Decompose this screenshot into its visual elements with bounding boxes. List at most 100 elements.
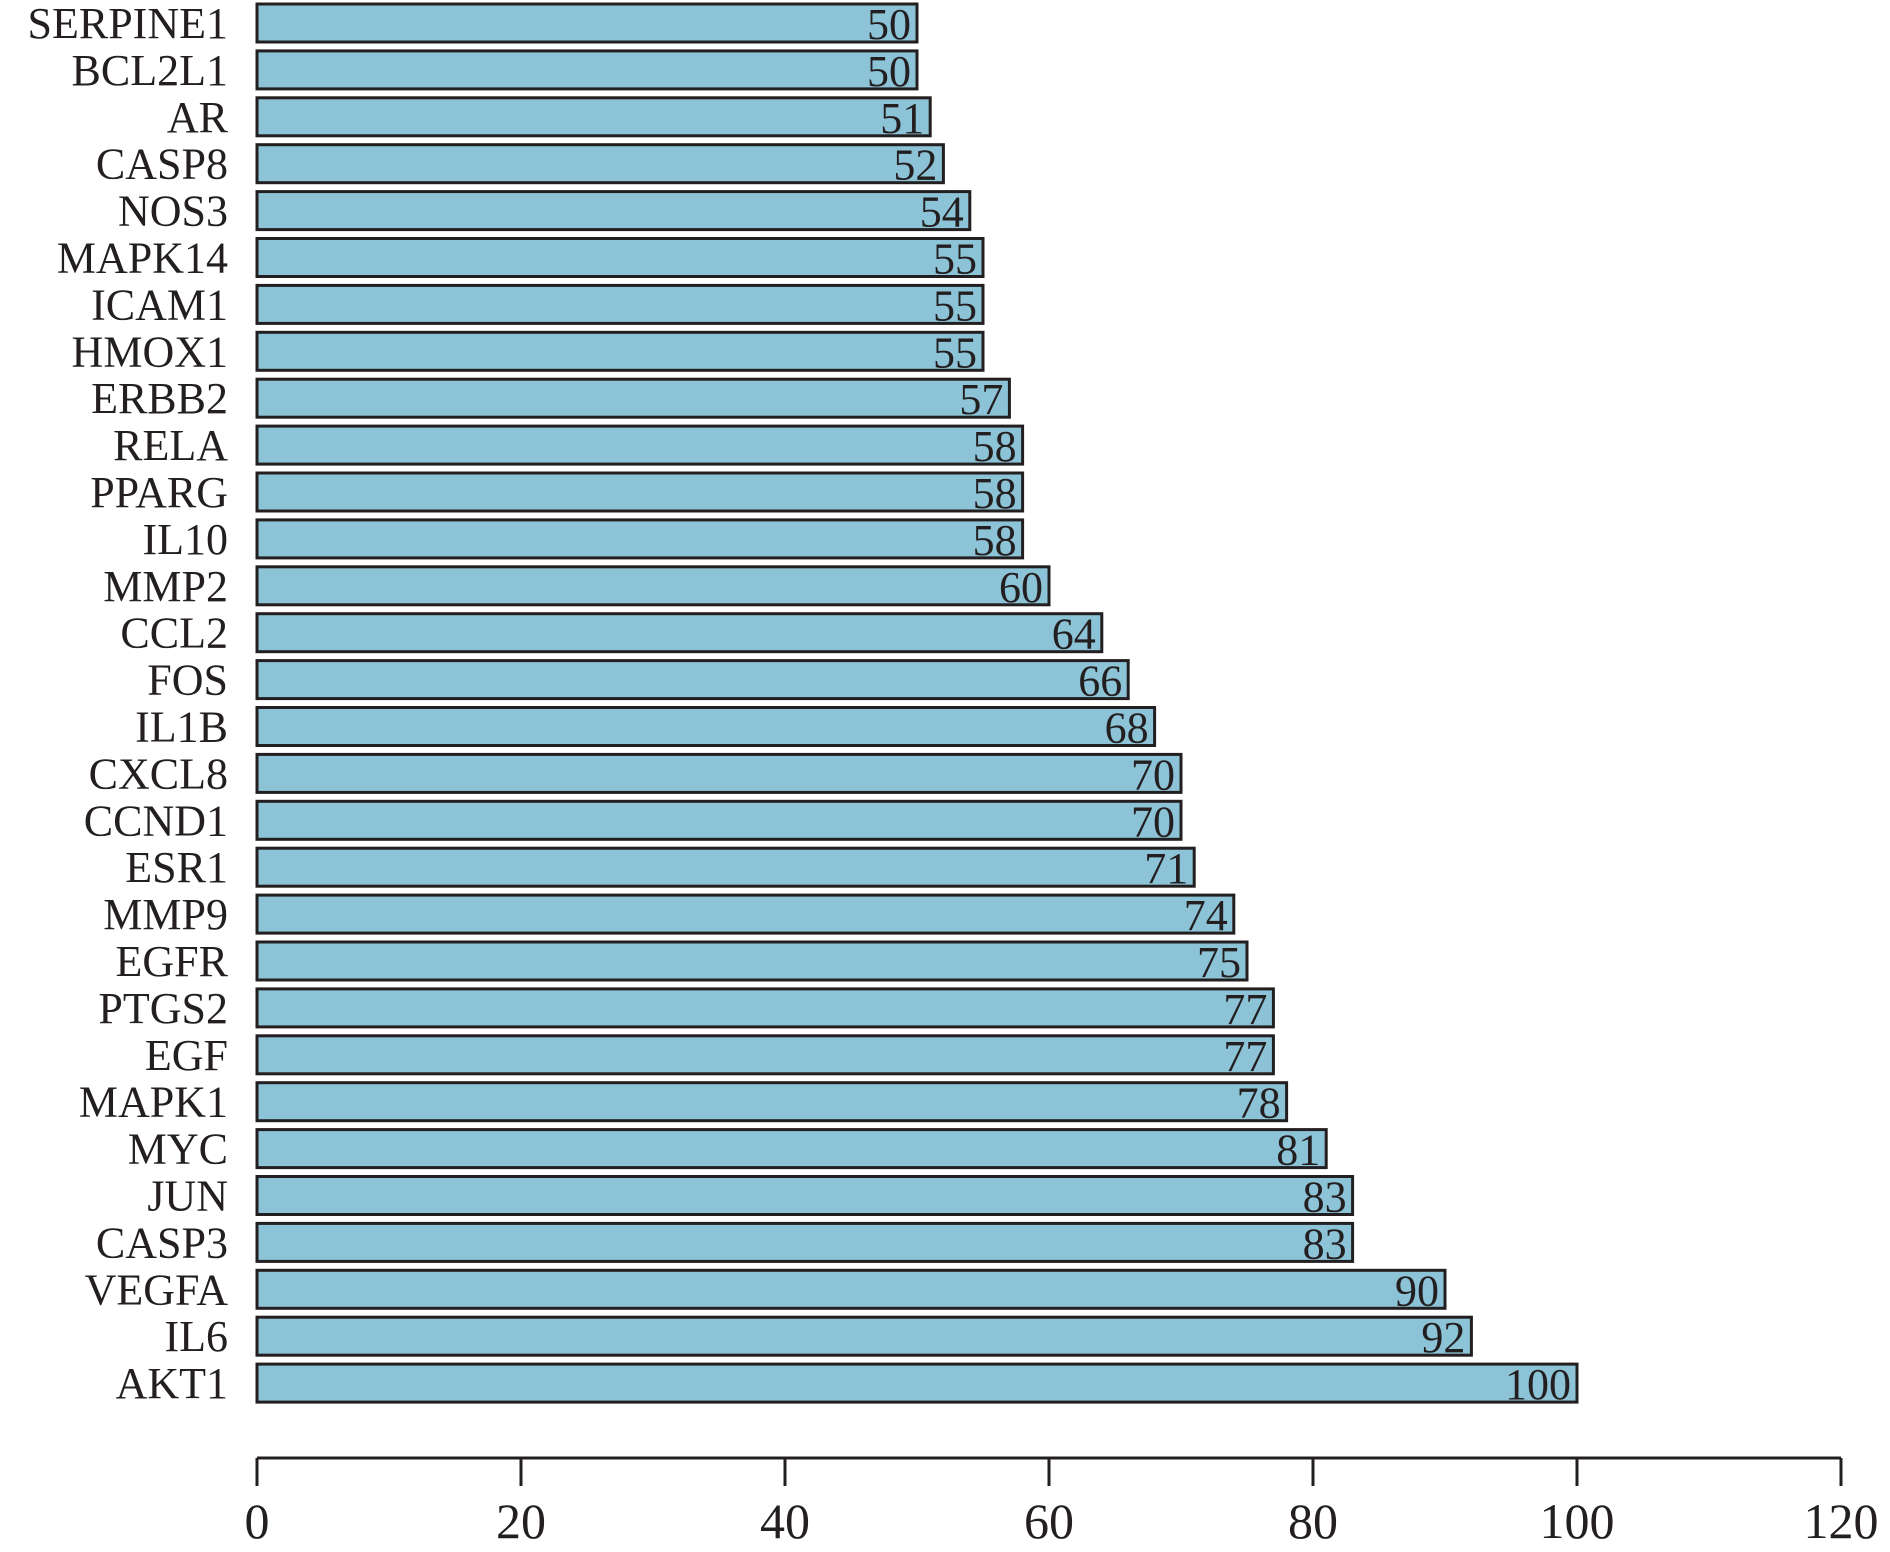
- data-label: 55: [933, 328, 977, 377]
- bar-myc: [255, 1128, 1328, 1170]
- data-label: 77: [1223, 1032, 1267, 1081]
- bar-pparg: [255, 471, 1025, 513]
- bar-casp3: [255, 1221, 1355, 1263]
- category-label: AR: [167, 93, 229, 142]
- bar-mmp9: [255, 893, 1236, 935]
- bar-jun: [255, 1175, 1355, 1216]
- bar-bcl2l1: [255, 49, 919, 91]
- data-label: 57: [959, 375, 1003, 424]
- category-label: NOS3: [118, 187, 228, 236]
- data-label: 77: [1223, 985, 1267, 1034]
- category-label: CASP8: [96, 140, 228, 189]
- data-label: 58: [973, 469, 1017, 518]
- x-tick-label: 100: [1540, 1493, 1615, 1549]
- data-label: 75: [1197, 938, 1241, 987]
- bar-il1b: [255, 706, 1157, 747]
- x-tick-label: 60: [1024, 1493, 1074, 1549]
- category-label: ESR1: [125, 843, 228, 892]
- data-label: 66: [1078, 657, 1122, 706]
- category-label: CCND1: [84, 796, 228, 845]
- bar-nos3: [255, 190, 972, 232]
- bar-hmox1: [255, 330, 985, 372]
- bar-icam1: [255, 283, 985, 325]
- data-label: 51: [880, 94, 924, 143]
- data-label: 55: [933, 281, 977, 330]
- data-label: 83: [1303, 1173, 1347, 1222]
- data-label: 70: [1131, 750, 1175, 799]
- x-axis: 0 20 40 60 80 100 120: [245, 1456, 1879, 1549]
- data-label: 92: [1421, 1313, 1465, 1362]
- x-tick-label: 80: [1288, 1493, 1338, 1549]
- data-label: 58: [973, 516, 1017, 565]
- bar-vegfa: [255, 1268, 1447, 1310]
- category-label: CCL2: [120, 609, 228, 658]
- category-label: MAPK14: [57, 234, 228, 283]
- category-label: PTGS2: [98, 984, 228, 1033]
- bar-mapk14: [255, 237, 985, 278]
- bar-cxcl8: [255, 752, 1183, 794]
- data-label: 83: [1303, 1219, 1347, 1268]
- bar-ccl2: [255, 612, 1104, 654]
- bar-il10: [255, 518, 1025, 560]
- data-label: 71: [1144, 844, 1188, 893]
- bar-fos: [255, 659, 1130, 701]
- data-label: 64: [1052, 610, 1096, 659]
- bar-akt1: [255, 1362, 1579, 1404]
- data-label: 78: [1237, 1079, 1281, 1128]
- category-label: JUN: [147, 1172, 228, 1221]
- category-label: MMP9: [103, 890, 228, 939]
- category-label: MYC: [128, 1125, 228, 1174]
- x-tick-label: 40: [760, 1493, 810, 1549]
- x-tick-label: 120: [1804, 1493, 1879, 1549]
- data-label: 50: [867, 47, 911, 96]
- bar-mapk1: [255, 1081, 1289, 1123]
- bar-ar: [255, 96, 932, 138]
- bar-il6: [255, 1315, 1473, 1357]
- data-label: 90: [1395, 1266, 1439, 1315]
- data-label: 52: [893, 141, 937, 190]
- data-label: 54: [920, 188, 964, 237]
- category-label: CXCL8: [89, 749, 228, 798]
- category-label: ICAM1: [91, 280, 228, 329]
- category-label: EGF: [145, 1031, 228, 1080]
- bar-casp8: [255, 143, 945, 185]
- data-label: 55: [933, 235, 977, 284]
- category-label: MAPK1: [79, 1078, 228, 1127]
- bar-ccnd1: [255, 799, 1183, 841]
- category-label: VEGFA: [85, 1265, 229, 1314]
- data-label: 81: [1276, 1126, 1320, 1175]
- bars-group: [255, 2, 1579, 1404]
- value-labels: 5050515254555555575858586064666870707174…: [867, 0, 1571, 1409]
- bar-egf: [255, 1034, 1275, 1076]
- bar-serpine1: [255, 2, 919, 44]
- category-labels: SERPINE1BCL2L1ARCASP8NOS3MAPK14ICAM1HMOX…: [28, 0, 229, 1408]
- data-label: 100: [1505, 1360, 1571, 1409]
- data-label: 68: [1105, 704, 1149, 753]
- bar-erbb2: [255, 377, 1011, 419]
- bar-esr1: [255, 846, 1196, 888]
- x-tick-label: 20: [496, 1493, 546, 1549]
- category-label: SERPINE1: [28, 0, 228, 48]
- x-tick-label: 0: [245, 1493, 270, 1549]
- category-label: IL10: [142, 515, 228, 564]
- category-label: IL6: [164, 1312, 228, 1361]
- category-label: MMP2: [103, 562, 228, 611]
- data-label: 58: [973, 422, 1017, 471]
- category-label: ERBB2: [91, 374, 228, 423]
- bar-ptgs2: [255, 987, 1275, 1029]
- category-label: AKT1: [116, 1359, 228, 1408]
- category-label: BCL2L1: [72, 46, 228, 95]
- category-label: EGFR: [116, 937, 229, 986]
- category-label: PPARG: [90, 468, 228, 517]
- data-label: 74: [1184, 891, 1228, 940]
- data-label: 70: [1131, 797, 1175, 846]
- bar-mmp2: [255, 565, 1051, 607]
- bar-rela: [255, 424, 1025, 466]
- bar-egfr: [255, 940, 1249, 982]
- category-label: RELA: [113, 421, 228, 470]
- category-label: HMOX1: [72, 327, 228, 376]
- data-label: 60: [999, 563, 1043, 612]
- category-label: CASP3: [96, 1218, 228, 1267]
- category-label: IL1B: [135, 703, 228, 752]
